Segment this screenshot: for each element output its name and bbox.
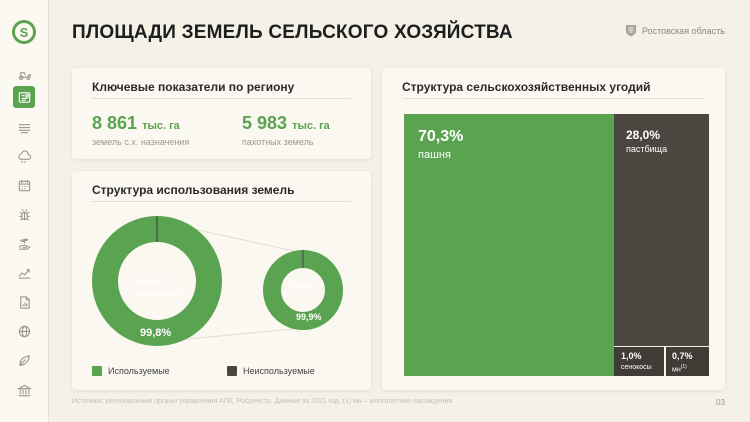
treemap-label: сенокосы — [621, 364, 652, 371]
leaf-icon[interactable] — [14, 350, 34, 370]
region-label: Ростовская область — [641, 25, 725, 36]
kpi-item-arable: 5 983 тыс. га пахотных земель — [242, 113, 330, 147]
treemap-block-hayfield: 1,0% сенокосы — [614, 346, 664, 376]
treemap-label: пастбища — [626, 144, 668, 154]
logo-icon[interactable]: S — [12, 20, 36, 44]
bug-icon[interactable] — [14, 204, 34, 224]
kpi-unit: тыс. га — [292, 120, 330, 132]
legend-swatch — [92, 366, 102, 376]
donut-percent: 99,9% — [296, 312, 322, 322]
kpi-card-divider — [92, 98, 351, 99]
treemap-block-pasture: 28,0% пастбища — [614, 114, 709, 346]
page-title: ПЛОЩАДИ ЗЕМЕЛЬ СЕЛЬСКОГО ХОЗЯЙСТВА — [72, 22, 513, 43]
source-footnote: Источник: региональные органы управления… — [72, 398, 453, 405]
legend-label: Неиспользуемые — [243, 366, 315, 376]
treemap-percent: 1,0% — [621, 351, 642, 361]
structure-card-title: Структура сельскохозяйственных угодий — [402, 80, 651, 94]
donut-center-label: Земли с.х. назначения — [132, 276, 182, 298]
donut-center-label: Пашня — [288, 281, 318, 291]
structure-card-divider — [402, 98, 705, 99]
kpi-label: земель с.х. назначения — [92, 137, 190, 147]
legend-label: Используемые — [108, 366, 170, 376]
treemap-percent: 0,7% — [672, 351, 693, 361]
region-selector[interactable]: Ростовская область — [625, 24, 725, 37]
usage-card: Структура использования земель Земли с.х… — [72, 171, 371, 390]
kpi-value: 5 983 — [242, 113, 288, 133]
globe-icon[interactable] — [14, 321, 34, 341]
usage-card-title: Структура использования земель — [92, 183, 295, 197]
calendar-icon[interactable] — [14, 175, 34, 195]
donut-percent: 99,8% — [140, 327, 172, 339]
institution-icon[interactable] — [14, 380, 34, 400]
treemap-label: мн(1) — [672, 364, 687, 374]
logo-letter: S — [15, 23, 33, 41]
weather-icon[interactable] — [14, 146, 34, 166]
treemap-percent: 28,0% — [626, 128, 661, 142]
dashboard-icon[interactable] — [13, 86, 35, 108]
kpi-value: 8 861 — [92, 113, 138, 133]
kpi-card: Ключевые показатели по региону 8 861 тыс… — [72, 68, 371, 159]
kpi-unit: тыс. га — [142, 120, 180, 132]
legend-item-used: Используемые — [92, 366, 170, 376]
treemap-block-arable: 70,3% пашня — [404, 114, 614, 376]
kpi-card-title: Ключевые показатели по региону — [92, 80, 295, 94]
legend-item-unused: Неиспользуемые — [227, 366, 315, 376]
structure-card: Структура сельскохозяйственных угодий 70… — [382, 68, 725, 390]
usage-card-divider — [92, 201, 351, 202]
report-icon[interactable] — [14, 292, 34, 312]
field-icon[interactable] — [14, 117, 34, 137]
page-number: 03 — [716, 398, 725, 407]
region-emblem-icon — [625, 25, 636, 37]
kpi-item-land: 8 861 тыс. га земель с.х. назначения — [92, 113, 189, 147]
legend-swatch — [227, 366, 237, 376]
treemap-label: пашня — [418, 149, 451, 161]
treemap-block-perennial: 0,7% мн(1) — [665, 346, 709, 376]
kpi-label: пахотных земель — [242, 137, 314, 147]
sidebar: S — [0, 0, 49, 422]
tractor-icon[interactable] — [14, 64, 34, 84]
hand-seedling-icon[interactable] — [14, 233, 34, 253]
donut-chart-area — [92, 216, 343, 346]
treemap-percent: 70,3% — [418, 128, 464, 145]
growth-chart-icon[interactable] — [14, 262, 34, 282]
